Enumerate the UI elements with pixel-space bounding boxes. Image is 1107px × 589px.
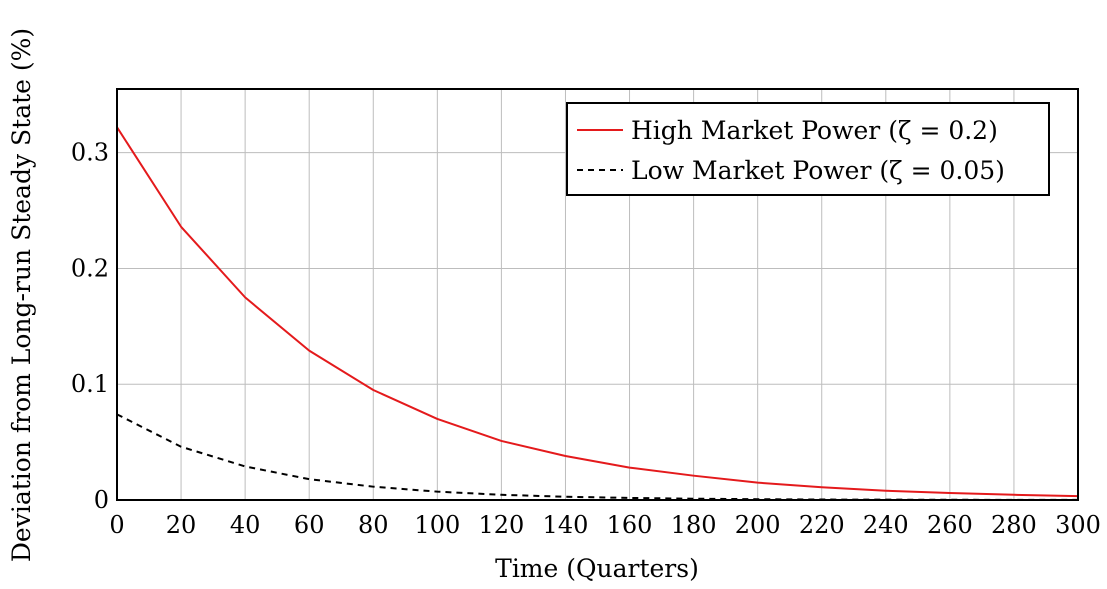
y-tick-labels: 0 0.1 0.2 0.3: [71, 139, 109, 514]
series-layer: [116, 126, 1079, 501]
x-tick-label: 100: [414, 511, 460, 539]
plot-frame: [116, 88, 1079, 501]
legend-box: [566, 102, 1050, 196]
x-tick-label: 280: [991, 511, 1037, 539]
y-tick-label: 0: [94, 486, 109, 514]
x-tick-label: 40: [230, 511, 261, 539]
x-tick-labels: 0 20 40 60 80 100 120 140 160 180 200 220 240 260 280 3…: [109, 511, 1101, 539]
x-tick-label: 140: [543, 511, 589, 539]
y-tick-label: 0.3: [71, 139, 109, 167]
y-axis-title: Deviation from Long-run Steady State (%): [7, 28, 36, 562]
x-tick-label: 180: [671, 511, 717, 539]
legend: High Market Power (ζ = 0.2) Low Market P…: [566, 102, 1050, 196]
x-tick-label: 120: [478, 511, 524, 539]
legend-label-low: Low Market Power (ζ = 0.05): [631, 156, 1005, 185]
x-tick-label: 220: [799, 511, 845, 539]
x-axis-title: Time (Quarters): [495, 554, 699, 583]
x-tick-label: 60: [294, 511, 325, 539]
low-market-power-line: [116, 413, 1078, 501]
x-tick-label: 300: [1055, 511, 1101, 539]
x-tick-label: 240: [863, 511, 909, 539]
x-tick-label: 200: [735, 511, 781, 539]
x-tick-label: 20: [166, 511, 197, 539]
x-tick-label: 260: [927, 511, 973, 539]
y-tick-label: 0.2: [71, 254, 109, 282]
x-tick-label: 80: [358, 511, 389, 539]
legend-label-high: High Market Power (ζ = 0.2): [631, 116, 998, 145]
high-market-power-line: [116, 126, 1079, 498]
x-tick-label: 160: [607, 511, 653, 539]
x-tick-label: 0: [109, 511, 124, 539]
y-tick-label: 0.1: [71, 370, 109, 398]
